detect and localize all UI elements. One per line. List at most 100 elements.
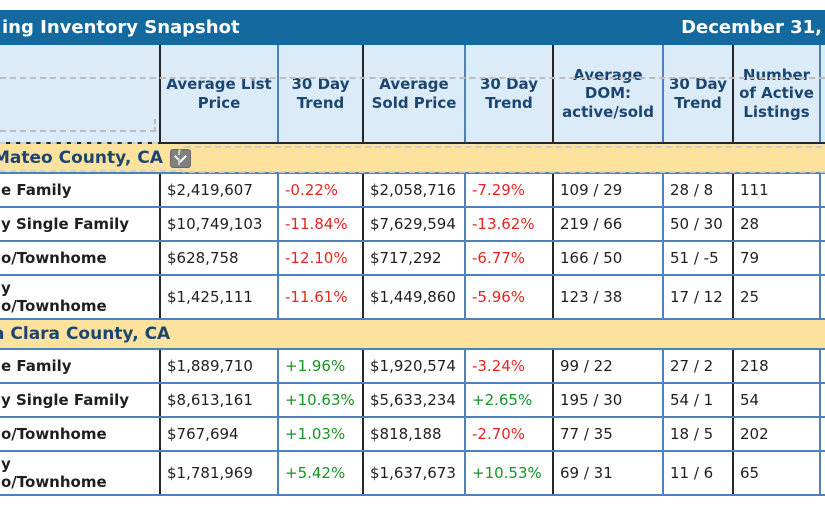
county-filter-dropdown[interactable] bbox=[169, 148, 191, 168]
col-header-active-listings: Number of Active Listings bbox=[732, 45, 820, 144]
avg-list-price-cell: $1,889,710 bbox=[159, 349, 278, 384]
report-title: ing Inventory Snapshot bbox=[2, 17, 240, 38]
avg-sold-price-cell: $1,449,860 bbox=[362, 275, 465, 320]
list-trend-cell: -11.61% bbox=[277, 275, 363, 320]
sold-trend-cell: -13.62% bbox=[464, 207, 553, 242]
row-label: o/Townhome bbox=[0, 241, 160, 276]
dom-trend-cell: 50 / 30 bbox=[662, 207, 733, 242]
cut-cell bbox=[819, 417, 825, 452]
dom-trend-cell: 17 / 12 bbox=[662, 275, 733, 320]
avg-list-price-cell: $767,694 bbox=[159, 417, 278, 452]
active-listings-cell: 202 bbox=[732, 417, 820, 452]
list-trend-cell: +1.03% bbox=[277, 417, 363, 452]
row-label: y Single Family bbox=[0, 383, 160, 418]
table-row: y o/Townhome $1,781,969 +5.42% $1,637,673 +1… bbox=[0, 451, 825, 496]
title-bar: ing Inventory Snapshot December 31, bbox=[0, 10, 825, 45]
row-label: e Family bbox=[0, 349, 160, 384]
avg-list-price-cell: $10,749,103 bbox=[159, 207, 278, 242]
dom-trend-cell: 18 / 5 bbox=[662, 417, 733, 452]
dom-cell: 99 / 22 bbox=[552, 349, 663, 384]
avg-sold-price-cell: $1,637,673 bbox=[362, 451, 465, 496]
active-listings-cell: 28 bbox=[732, 207, 820, 242]
list-trend-cell: +1.96% bbox=[277, 349, 363, 384]
col-header-cut bbox=[819, 45, 825, 144]
dom-cell: 166 / 50 bbox=[552, 241, 663, 276]
cut-cell bbox=[819, 275, 825, 320]
dom-trend-cell: 51 / -5 bbox=[662, 241, 733, 276]
avg-list-price-cell: $628,758 bbox=[159, 241, 278, 276]
col-header-avg-sold-price: Average Sold Price bbox=[362, 45, 465, 144]
inventory-table: Average List Price 30 Day Trend Average … bbox=[0, 45, 825, 496]
header-row: Average List Price 30 Day Trend Average … bbox=[0, 45, 825, 144]
table-row: o/Townhome $628,758 -12.10% $717,292 -6.77% 1… bbox=[0, 241, 825, 276]
avg-sold-price-cell: $1,920,574 bbox=[362, 349, 465, 384]
dom-cell: 69 / 31 bbox=[552, 451, 663, 496]
active-listings-cell: 54 bbox=[732, 383, 820, 418]
dom-trend-cell: 27 / 2 bbox=[662, 349, 733, 384]
sold-trend-cell: -2.70% bbox=[464, 417, 553, 452]
dom-trend-cell: 11 / 6 bbox=[662, 451, 733, 496]
avg-sold-price-cell: $818,188 bbox=[362, 417, 465, 452]
table-row: y o/Townhome $1,425,111 -11.61% $1,449,860-… bbox=[0, 275, 825, 320]
list-trend-cell: +10.63% bbox=[277, 383, 363, 418]
sold-trend-cell: -3.24% bbox=[464, 349, 553, 384]
section-band: a Clara County, CA bbox=[0, 319, 825, 350]
section-title: a Clara County, CA bbox=[0, 324, 171, 344]
section-title: Mateo County, CA bbox=[0, 148, 163, 168]
row-label: y o/Townhome bbox=[0, 275, 160, 320]
col-header-list-30day-trend: 30 Day Trend bbox=[277, 45, 363, 144]
table-row: e Family $2,419,607 -0.22% $2,058,716 -7.29%… bbox=[0, 173, 825, 208]
report-date: December 31, bbox=[681, 17, 822, 38]
avg-list-price-cell: $2,419,607 bbox=[159, 173, 278, 208]
cut-cell bbox=[819, 207, 825, 242]
col-header-dom-30day-trend: 30 Day Trend bbox=[662, 45, 733, 144]
avg-list-price-cell: $8,613,161 bbox=[159, 383, 278, 418]
row-label: o/Townhome bbox=[0, 417, 160, 452]
cut-cell bbox=[819, 241, 825, 276]
active-listings-cell: 65 bbox=[732, 451, 820, 496]
dom-cell: 219 / 66 bbox=[552, 207, 663, 242]
row-label: e Family bbox=[0, 173, 160, 208]
dom-trend-cell: 28 / 8 bbox=[662, 173, 733, 208]
sold-trend-cell: +2.65% bbox=[464, 383, 553, 418]
sold-trend-cell: +10.53% bbox=[464, 451, 553, 496]
col-header-sold-30day-trend: 30 Day Trend bbox=[464, 45, 553, 144]
cut-cell bbox=[819, 349, 825, 384]
table-body: Mateo County, CA e Family $2,419,607 -0.22%… bbox=[0, 143, 825, 496]
sold-trend-cell: -5.96% bbox=[464, 275, 553, 320]
table-row: y Single Family $8,613,161 +10.63% $5,633,2… bbox=[0, 383, 825, 418]
sold-trend-cell: -7.29% bbox=[464, 173, 553, 208]
active-listings-cell: 79 bbox=[732, 241, 820, 276]
avg-list-price-cell: $1,781,969 bbox=[159, 451, 278, 496]
avg-sold-price-cell: $717,292 bbox=[362, 241, 465, 276]
dom-cell: 123 / 38 bbox=[552, 275, 663, 320]
cut-cell bbox=[819, 173, 825, 208]
cut-cell bbox=[819, 451, 825, 496]
active-listings-cell: 111 bbox=[732, 173, 820, 208]
table-row: e Family $1,889,710 +1.96% $1,920,574 -3.24%… bbox=[0, 349, 825, 384]
active-listings-cell: 25 bbox=[732, 275, 820, 320]
dom-cell: 77 / 35 bbox=[552, 417, 663, 452]
avg-sold-price-cell: $5,633,234 bbox=[362, 383, 465, 418]
sold-trend-cell: -6.77% bbox=[464, 241, 553, 276]
dom-cell: 195 / 30 bbox=[552, 383, 663, 418]
col-header-rowlabel bbox=[0, 45, 160, 144]
dom-trend-cell: 54 / 1 bbox=[662, 383, 733, 418]
chevron-down-icon bbox=[174, 149, 187, 163]
section-band: Mateo County, CA bbox=[0, 143, 825, 174]
list-trend-cell: -0.22% bbox=[277, 173, 363, 208]
row-label: y Single Family bbox=[0, 207, 160, 242]
active-listings-cell: 218 bbox=[732, 349, 820, 384]
avg-sold-price-cell: $2,058,716 bbox=[362, 173, 465, 208]
dom-cell: 109 / 29 bbox=[552, 173, 663, 208]
avg-list-price-cell: $1,425,111 bbox=[159, 275, 278, 320]
row-label: y o/Townhome bbox=[0, 451, 160, 496]
list-trend-cell: -12.10% bbox=[277, 241, 363, 276]
list-trend-cell: +5.42% bbox=[277, 451, 363, 496]
table-row: o/Townhome $767,694 +1.03% $818,188 -2.70% 77… bbox=[0, 417, 825, 452]
list-trend-cell: -11.84% bbox=[277, 207, 363, 242]
table-row: y Single Family $10,749,103 -11.84% $7,629,… bbox=[0, 207, 825, 242]
col-header-avg-dom: Average DOM: active/sold bbox=[552, 45, 663, 144]
cut-cell bbox=[819, 383, 825, 418]
